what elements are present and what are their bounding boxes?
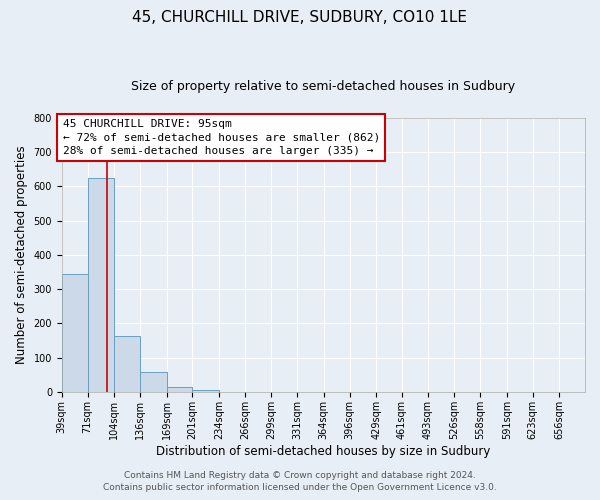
Bar [88, 178, 114, 392]
Bar [140, 372, 167, 392]
Bar [114, 336, 140, 392]
Text: Contains HM Land Registry data © Crown copyright and database right 2024.
Contai: Contains HM Land Registry data © Crown c… [103, 471, 497, 492]
Bar [167, 387, 193, 392]
Text: 45 CHURCHILL DRIVE: 95sqm
← 72% of semi-detached houses are smaller (862)
28% of: 45 CHURCHILL DRIVE: 95sqm ← 72% of semi-… [62, 120, 380, 156]
Y-axis label: Number of semi-detached properties: Number of semi-detached properties [15, 146, 28, 364]
Bar [193, 390, 219, 392]
Text: 45, CHURCHILL DRIVE, SUDBURY, CO10 1LE: 45, CHURCHILL DRIVE, SUDBURY, CO10 1LE [133, 10, 467, 25]
Bar [62, 274, 88, 392]
Title: Size of property relative to semi-detached houses in Sudbury: Size of property relative to semi-detach… [131, 80, 515, 93]
X-axis label: Distribution of semi-detached houses by size in Sudbury: Distribution of semi-detached houses by … [156, 444, 491, 458]
